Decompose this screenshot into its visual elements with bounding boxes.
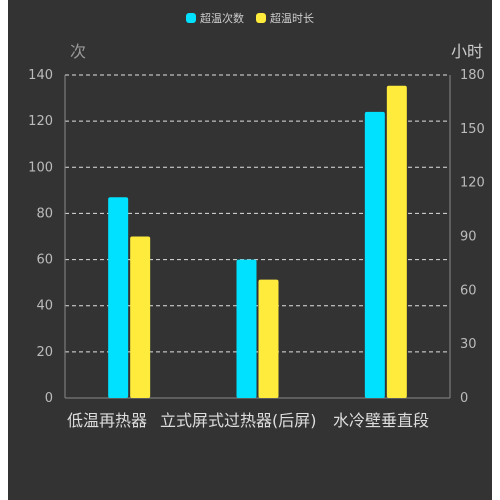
chart-legend: 超温次数 超温时长	[0, 10, 500, 26]
y-right-tick-label: 120	[460, 176, 485, 191]
x-category-label: 立式屏式过热器(后屏)	[160, 411, 317, 430]
bar-series-0-2	[364, 111, 385, 399]
y-left-tick-label: 140	[28, 68, 53, 83]
y-left-tick-label: 20	[36, 345, 53, 360]
y-right-tick-label: 30	[460, 337, 477, 352]
y-right-tick-label: 0	[460, 391, 468, 406]
bar-series-1-2	[386, 85, 407, 399]
y-right-tick-label: 180	[460, 68, 485, 83]
bar-series-0-0	[108, 197, 129, 398]
x-category-label: 低温再热器	[67, 411, 147, 430]
x-category-label: 水冷壁垂直段	[333, 411, 429, 430]
y-left-tick-label: 0	[45, 391, 53, 406]
left-axis-title: 次	[70, 42, 87, 61]
right-axis-title: 小时	[450, 42, 483, 61]
legend-label-series-0: 超温次数	[200, 12, 244, 25]
bar-series-0-1	[236, 259, 257, 398]
legend-label-series-1: 超温时长	[270, 12, 314, 25]
bar-series-1-0	[130, 236, 151, 398]
y-right-tick-label: 60	[460, 283, 477, 298]
legend-swatch-series-1	[256, 13, 266, 23]
y-left-tick-label: 60	[36, 253, 53, 268]
chart-panel	[8, 0, 492, 500]
legend-item-series-1[interactable]: 超温时长	[256, 10, 314, 26]
bar-series-1-1	[258, 279, 279, 398]
legend-swatch-series-0	[186, 13, 196, 23]
y-right-tick-label: 90	[460, 230, 477, 245]
y-left-tick-label: 120	[28, 114, 53, 129]
y-left-tick-label: 100	[28, 160, 53, 175]
y-right-tick-label: 150	[460, 122, 485, 137]
y-left-tick-label: 80	[36, 206, 53, 221]
legend-item-series-0[interactable]: 超温次数	[186, 10, 244, 26]
y-left-tick-label: 40	[36, 299, 53, 314]
